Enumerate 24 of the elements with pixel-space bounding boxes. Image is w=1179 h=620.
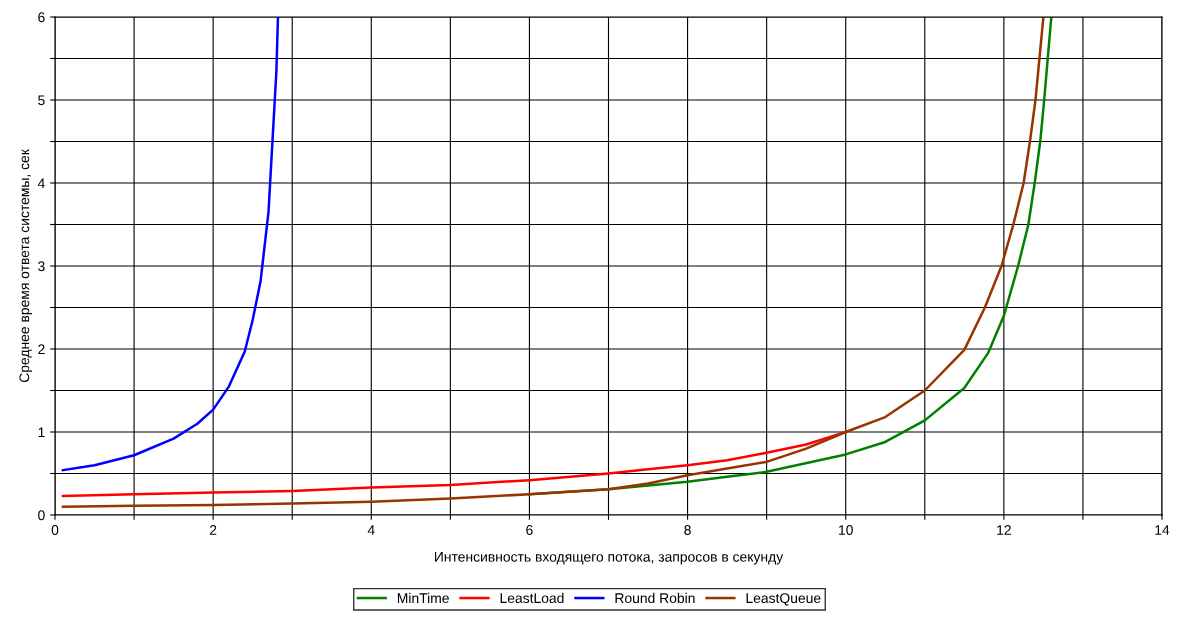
- y-tick-label: 6: [38, 12, 45, 23]
- y-tick-label: 0: [38, 510, 45, 521]
- line-series: [61, 430, 847, 498]
- line-series: [61, 17, 280, 472]
- line-series: [61, 17, 1045, 508]
- x-axis-title: Интенсивность входящего потока, запросов в секунду: [435, 552, 784, 565]
- x-tick-label: 2: [209, 525, 217, 535]
- legend-label: MinTime: [397, 592, 449, 604]
- x-tick-label: 10: [839, 525, 853, 535]
- x-tick-label: 12: [997, 525, 1011, 535]
- x-tick-label: 14: [1155, 525, 1170, 535]
- x-tick-label: 4: [367, 525, 375, 535]
- y-tick-label: 3: [38, 261, 45, 272]
- x-tick-label: 6: [526, 525, 533, 535]
- legend-label: Round Robin: [615, 592, 695, 604]
- y-axis-title: Среднее время ответа системы, сек: [19, 149, 32, 383]
- x-tick-label: 0: [51, 525, 59, 535]
- y-tick-label: 4: [37, 178, 45, 189]
- y-tick-label: 5: [38, 95, 45, 106]
- y-tick-label: 1: [38, 427, 45, 438]
- x-tick-label: 8: [684, 525, 691, 535]
- legend-label: LeastQueue: [746, 593, 821, 606]
- y-tick-label: 2: [38, 344, 45, 355]
- legend-label: LeastLoad: [500, 592, 564, 604]
